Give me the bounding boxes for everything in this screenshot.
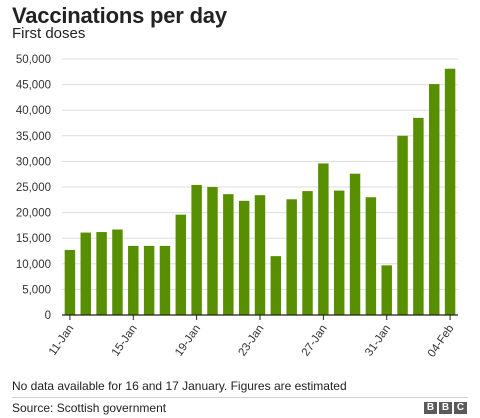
x-tick-label: 19-Jan xyxy=(173,323,203,359)
y-tick-label: 20,000 xyxy=(16,208,51,220)
bar-31-Jan xyxy=(381,265,392,315)
bar-28-Jan xyxy=(333,190,345,315)
chart-title: Vaccinations per day xyxy=(12,3,227,28)
bar-11-Jan xyxy=(64,249,76,315)
y-tick-label: 10,000 xyxy=(16,259,51,271)
bar-30-Jan xyxy=(365,197,377,315)
bbc-logo-letter: B xyxy=(424,402,437,414)
y-tick-label: 35,000 xyxy=(16,131,51,143)
bar-21-Jan xyxy=(223,194,234,315)
bar-29-Jan xyxy=(349,173,361,315)
bar-03-Feb xyxy=(429,84,440,315)
y-axis-tick-labels: 0 5,000 10,000 15,000 20,000 25,000 30,000 35,0… xyxy=(16,54,51,322)
y-tick-label: 50,000 xyxy=(16,54,51,66)
chart-footnote: No data available for 16 and 17 January.… xyxy=(12,379,347,393)
y-tick-label: 25,000 xyxy=(16,182,51,194)
bar-02-Feb xyxy=(413,117,424,315)
bar-01-Feb xyxy=(397,135,408,315)
chart-source: Source: Scottish government xyxy=(12,401,167,415)
bar-13-Jan xyxy=(96,232,107,315)
bar-23-Jan xyxy=(254,195,266,315)
y-tick-label: 0 xyxy=(45,310,51,322)
bar-12-Jan xyxy=(80,232,91,315)
y-tick-label: 40,000 xyxy=(16,105,51,117)
x-axis-tick-labels: 11-Jan 15-Jan 19-Jan 23-Jan 27-Jan 31-Jan 04-F… xyxy=(47,315,457,360)
bars xyxy=(64,68,456,315)
bbc-logo-letter: B xyxy=(439,402,452,414)
x-tick-label: 31-Jan xyxy=(363,323,393,359)
bar-04-Feb xyxy=(444,68,456,315)
bar-24-Jan xyxy=(270,256,282,315)
bar-22-Jan xyxy=(238,200,250,315)
y-tick-label: 45,000 xyxy=(16,80,51,92)
bar-26-Jan xyxy=(302,191,313,315)
bar-19-Jan xyxy=(191,184,202,315)
chart-subtitle: First doses xyxy=(12,25,86,42)
bar-27-Jan xyxy=(318,163,329,315)
bar-17-Jan xyxy=(159,245,171,315)
bbc-logo-letter: C xyxy=(454,402,467,414)
bar-18-Jan xyxy=(175,214,187,315)
bar-15-Jan xyxy=(128,245,139,315)
y-tick-label: 5,000 xyxy=(22,284,51,296)
x-tick-label: 27-Jan xyxy=(300,323,330,359)
x-tick-label: 04-Feb xyxy=(426,323,457,360)
bar-14-Jan xyxy=(112,229,123,315)
bar-25-Jan xyxy=(286,199,297,315)
bar-16-Jan xyxy=(143,245,155,315)
x-tick-label: 23-Jan xyxy=(236,323,266,359)
bbc-logo: B B C xyxy=(424,402,467,414)
y-tick-label: 15,000 xyxy=(16,233,51,245)
bar-20-Jan xyxy=(207,187,218,315)
x-tick-label: 11-Jan xyxy=(47,323,77,358)
y-tick-label: 30,000 xyxy=(16,156,51,168)
x-tick-label: 15-Jan xyxy=(110,323,140,359)
footer-divider xyxy=(12,397,468,398)
